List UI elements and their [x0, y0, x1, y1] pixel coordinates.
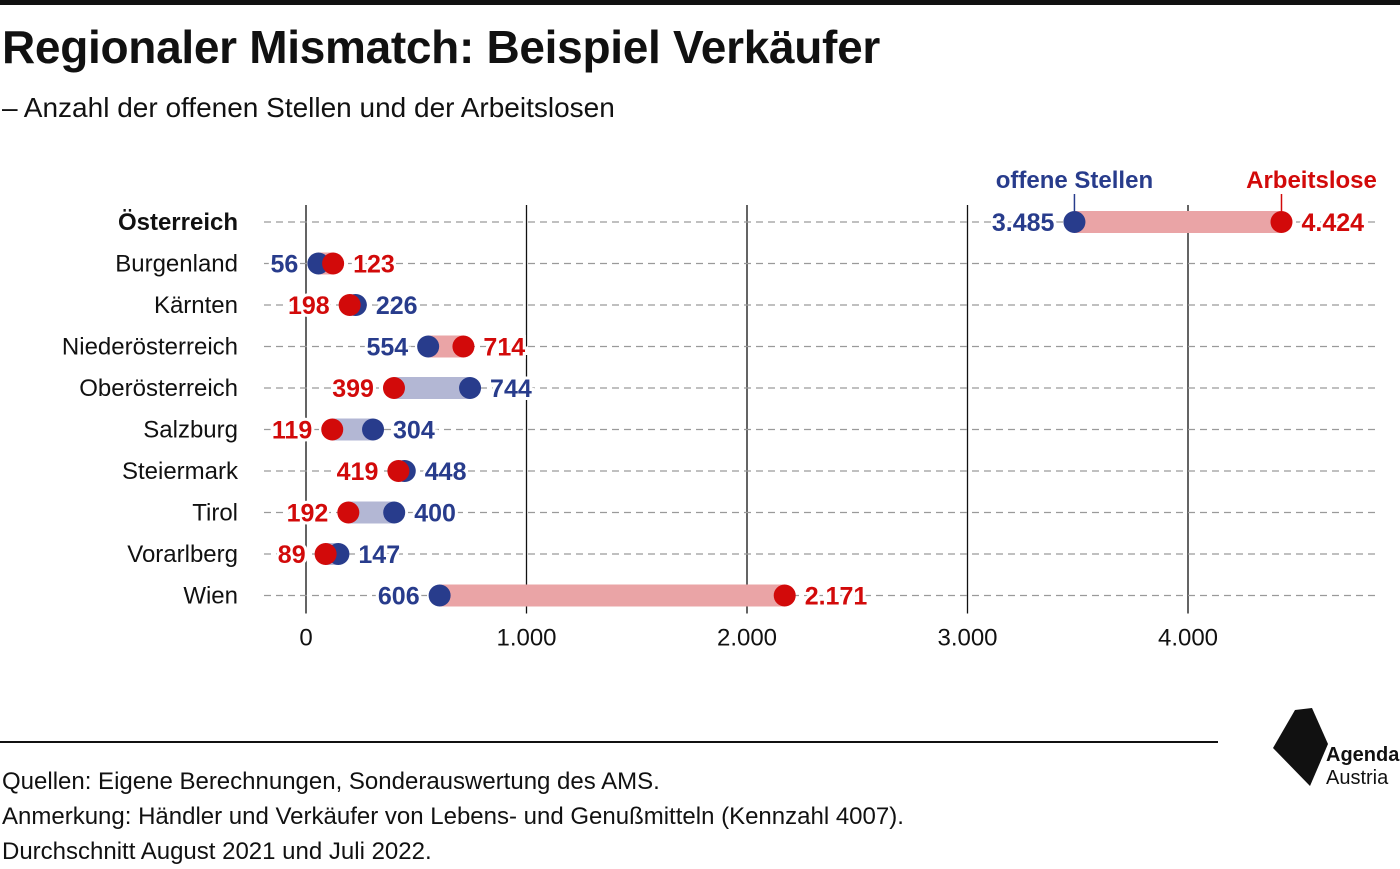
category-label: Kärnten — [154, 292, 238, 319]
x-tick-label: 0 — [299, 625, 312, 652]
arbeitslose-point — [337, 501, 360, 524]
range-bar — [393, 377, 471, 399]
arbeitslose-value-label: 4.424 — [1301, 209, 1364, 237]
category-label: Vorarlberg — [127, 541, 238, 568]
arbeitslose-value-label: 119 — [272, 417, 312, 445]
x-tick-label: 1.000 — [496, 625, 556, 652]
offene-stellen-value-label: 3.485 — [992, 209, 1055, 237]
top-rule — [0, 0, 1400, 5]
category-label: Oberösterreich — [79, 375, 238, 402]
arbeitslose-point — [314, 543, 337, 565]
offene-stellen-value-label: 744 — [490, 375, 532, 403]
arbeitslose-value-label: 123 — [353, 251, 395, 279]
category-label: Tirol — [192, 500, 238, 527]
range-bar — [332, 418, 374, 441]
legend-arbeitslose: Arbeitslose — [1246, 167, 1377, 194]
logo-line-1: Agenda — [1326, 744, 1400, 766]
footer-notes: Quellen: Eigene Berechnungen, Sonderausw… — [2, 764, 904, 869]
arbeitslose-point — [387, 460, 410, 482]
offene-stellen-point — [1063, 211, 1086, 233]
arbeitslose-value-label: 192 — [287, 500, 329, 528]
x-tick-label: 3.000 — [937, 625, 997, 652]
arbeitslose-value-label: 89 — [278, 541, 306, 569]
offene-stellen-point — [383, 501, 406, 524]
dumbbell-chart: 0 1.000 2.000 3.000 4.000 Österreich 3.485 4.42… — [62, 167, 1378, 652]
agenda-austria-logo-icon — [1273, 708, 1328, 786]
category-label: Wien — [183, 583, 238, 610]
offene-stellen-value-label: 400 — [414, 500, 456, 528]
x-tick-label: 2.000 — [717, 625, 777, 652]
arbeitslose-value-label: 714 — [483, 334, 525, 362]
category-label: Salzburg — [143, 417, 238, 444]
arbeitslose-point — [321, 418, 344, 441]
offene-stellen-point — [417, 335, 440, 358]
arbeitslose-point — [773, 584, 796, 607]
logo-line-2: Austria — [1326, 767, 1389, 789]
offene-stellen-value-label: 304 — [393, 417, 435, 445]
arbeitslose-value-label: 198 — [288, 292, 330, 320]
offene-stellen-value-label: 226 — [376, 292, 418, 320]
arbeitslose-point — [322, 252, 345, 275]
offene-stellen-value-label: 56 — [271, 251, 299, 279]
source-note: Quellen: Eigene Berechnungen, Sonderausw… — [2, 768, 660, 795]
chart-subtitle: – Anzahl der offenen Stellen und der Arb… — [2, 92, 615, 123]
chart-title: Regionaler Mismatch: Beispiel Verkäufer — [2, 21, 880, 73]
arbeitslose-point — [338, 294, 361, 316]
offene-stellen-value-label: 554 — [366, 334, 408, 362]
period-note: Durchschnitt August 2021 und Juli 2022. — [2, 838, 432, 865]
offene-stellen-point — [362, 418, 385, 441]
range-bar — [1074, 211, 1282, 233]
arbeitslose-value-label: 419 — [337, 458, 379, 486]
arbeitslose-point — [452, 335, 475, 358]
category-label: Österreich — [118, 209, 238, 236]
range-bar — [348, 501, 395, 524]
offene-stellen-value-label: 147 — [358, 541, 400, 569]
arbeitslose-point — [382, 377, 405, 399]
offene-stellen-value-label: 448 — [425, 458, 467, 486]
remark-note: Anmerkung: Händler und Verkäufer von Leb… — [2, 803, 904, 830]
arbeitslose-point — [1270, 211, 1293, 233]
x-tick-label: 4.000 — [1158, 625, 1218, 652]
arbeitslose-value-label: 399 — [332, 375, 374, 403]
legend-offene-stellen: offene Stellen — [996, 167, 1153, 194]
offene-stellen-value-label: 606 — [378, 583, 420, 611]
offene-stellen-point — [428, 584, 451, 607]
category-label: Burgenland — [115, 251, 238, 278]
arbeitslose-value-label: 2.171 — [805, 583, 868, 611]
category-label: Steiermark — [122, 458, 239, 485]
footer-rule — [0, 741, 1218, 743]
range-bar — [439, 584, 785, 607]
logo-wordmark: Agenda Austria — [1326, 744, 1399, 790]
offene-stellen-point — [459, 377, 482, 399]
category-label: Niederösterreich — [62, 334, 238, 361]
